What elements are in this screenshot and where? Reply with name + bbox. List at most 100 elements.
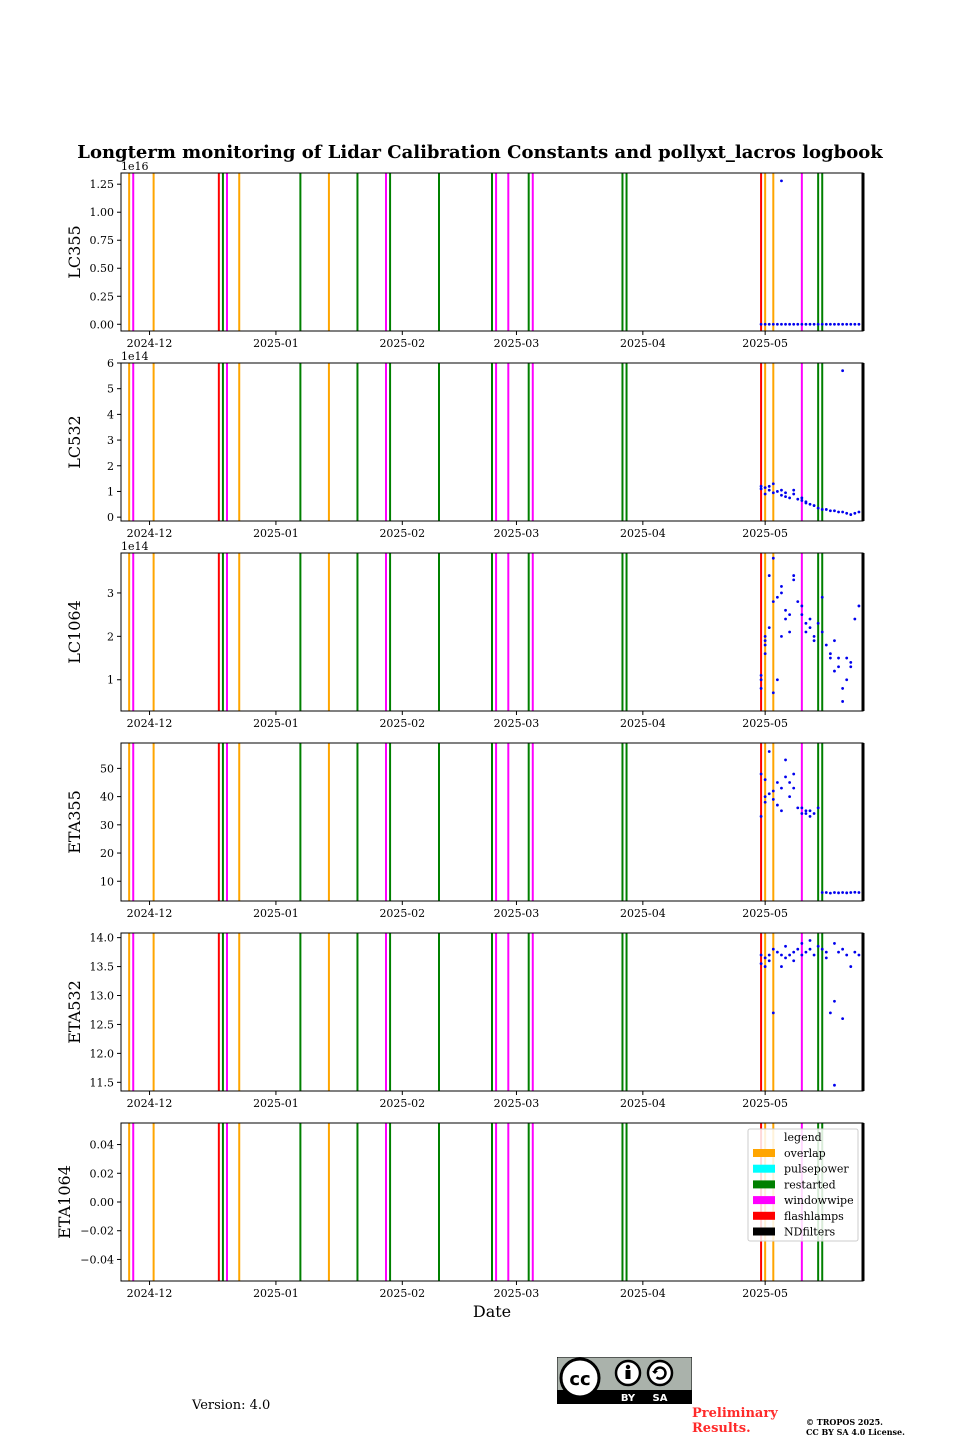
data-point [849,891,853,894]
x-tick-label: 2025-05 [742,527,788,540]
data-point [849,513,853,516]
data-point [759,814,763,818]
data-point [767,488,771,492]
data-point [833,639,836,643]
data-point [857,891,861,894]
data-point [824,950,828,954]
data-point [816,506,820,510]
data-point [784,322,787,326]
data-point [816,322,820,326]
data-point [824,956,828,960]
data-point [816,621,820,625]
cc-by-sa-icon: cc BY SA [556,1356,693,1405]
data-point [812,639,816,643]
data-point [784,775,787,779]
axes-frame [120,932,864,1092]
y-tick-label: 50 [100,762,114,775]
x-tick-label: 2024-12 [127,1287,173,1300]
legend: legend overlap pulsepower restarted windowwi… [747,1128,859,1242]
data-point [828,509,832,513]
data-point [767,953,771,957]
data-point [763,639,767,643]
data-point [775,781,779,784]
data-point [763,956,767,960]
data-point [841,687,845,690]
data-point [800,942,804,945]
data-point [849,660,853,664]
data-point [759,674,763,677]
y-tick-label: 13.0 [90,990,115,1003]
x-tick-label: 2025-05 [742,907,788,920]
preliminary-line-2: Results. [692,1421,751,1436]
data-point [800,322,804,326]
x-tick-label: 2025-01 [253,1287,299,1300]
y-tick-label: 1.00 [90,206,115,219]
data-point [780,591,783,595]
data-point [828,322,832,326]
x-tick-label: 2025-04 [620,1287,666,1300]
x-tick-label: 2025-03 [494,337,540,350]
y-tick-label: 10 [100,875,114,888]
data-point [763,965,767,968]
y-tick-label: 3 [107,434,114,447]
x-tick-label: 2025-01 [253,337,299,350]
data-point [796,322,800,326]
x-tick-label: 2025-02 [379,337,425,350]
legend-swatch-flashlamps [753,1211,775,1220]
data-point [853,322,857,326]
y-tick-label: 0 [107,511,114,524]
data-point [845,953,849,957]
x-tick-label: 2025-02 [379,717,425,730]
data-point [788,322,792,326]
x-tick-label: 2025-03 [494,1287,540,1300]
y-tick-label: 20 [100,847,114,860]
data-point [763,322,767,326]
y-axis-label: ETA1064 [55,1165,74,1239]
subplot-eta532: 11.5 12.0 12.5 13.0 13.5 14.0 2024-12 2025-01 20… [65,932,865,1110]
data-point [804,809,808,813]
y-tick-label: 30 [100,819,114,832]
x-tick-label: 2025-05 [742,1287,788,1300]
x-tick-label: 2025-01 [253,1097,299,1110]
data-point [780,809,783,813]
data-point [808,617,812,621]
data-point [792,574,796,577]
y-tick-label: 14.0 [90,932,115,945]
x-tick-label: 2025-04 [620,1097,666,1110]
data-point [804,621,808,625]
data-point [845,678,849,682]
data-point [800,604,804,608]
data-point [820,322,824,326]
data-point [828,656,832,660]
data-point [792,578,796,582]
axes-frame [120,742,864,902]
data-point [841,322,845,326]
copyright-note: © TROPOS 2025. CC BY SA 4.0 License. [806,1417,905,1437]
data-point [788,953,792,957]
data-point [804,950,808,954]
x-tick-label: 2025-03 [494,1097,540,1110]
data-point [771,789,775,793]
data-point [763,492,767,496]
axes-frame [120,362,864,522]
data-point [780,585,783,588]
data-point [771,947,775,951]
license-sa-label: SA [653,1393,668,1404]
x-tick-label: 2025-02 [379,907,425,920]
x-tick-label: 2025-01 [253,527,299,540]
x-tick-label: 2025-05 [742,717,788,730]
data-point [816,944,820,948]
data-point [792,772,796,776]
x-tick-label: 2025-04 [620,337,666,350]
data-point [771,691,775,695]
data-point [800,812,804,815]
preliminary-line-1: Preliminary [692,1406,778,1421]
data-point [771,1011,775,1015]
svg-text:cc: cc [569,1369,590,1390]
y-tick-label: 0.02 [90,1167,115,1180]
data-point [804,812,808,815]
data-point [763,634,767,638]
data-point [775,950,779,954]
data-point [849,322,853,326]
